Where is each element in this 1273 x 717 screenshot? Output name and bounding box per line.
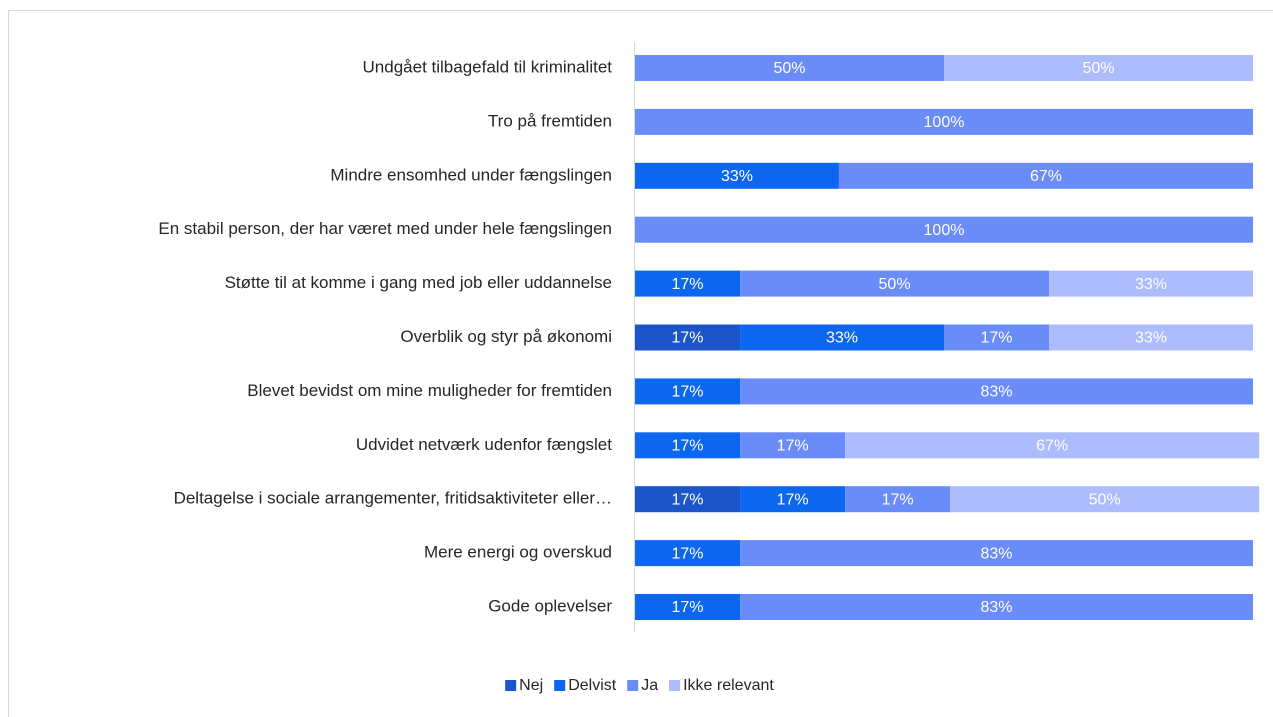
legend-label: Nej [519, 677, 543, 694]
data-label: 83% [981, 545, 1013, 562]
bar-segment [635, 486, 741, 513]
data-label: 50% [879, 276, 911, 293]
data-label: 83% [981, 599, 1013, 616]
bar-segment [635, 432, 741, 459]
bar-segment [1049, 270, 1253, 297]
legend-swatch [669, 680, 681, 691]
bar-segment [740, 324, 944, 351]
category-label: Blevet bevidst om mine muligheder for fr… [247, 381, 612, 400]
bar-segment [635, 594, 741, 620]
bar-segment [845, 432, 1260, 459]
data-label: 17% [672, 330, 704, 347]
legend-label: Delvist [568, 677, 617, 694]
data-label: 17% [882, 491, 914, 508]
legend-label: Ja [641, 677, 658, 694]
bar-segment [740, 486, 846, 513]
data-label: 33% [1135, 276, 1167, 293]
data-label: 50% [1082, 60, 1114, 77]
data-label: 17% [672, 276, 704, 293]
category-label: Tro på fremtiden [488, 111, 612, 130]
bar-segment [635, 216, 1253, 243]
data-label: 17% [672, 491, 704, 508]
category-label: Overblik og styr på økonomi [400, 327, 612, 346]
bar-segment [1049, 324, 1253, 351]
data-label: 17% [672, 599, 704, 616]
category-label: Deltagelse i sociale arrangementer, frit… [174, 489, 612, 508]
category-label: En stabil person, der har været med unde… [158, 219, 612, 238]
category-label: Mindre ensomhed under fængslingen [330, 165, 612, 184]
bar-segment [635, 378, 741, 405]
data-label: 17% [672, 545, 704, 562]
bar-segment [635, 324, 741, 351]
bar-segment [950, 486, 1260, 513]
bar-segment [740, 378, 1253, 405]
data-label: 50% [1089, 491, 1121, 508]
bar-segment [838, 162, 1253, 189]
data-label: 83% [981, 384, 1013, 401]
bar-segment [944, 324, 1050, 351]
bar-segment [740, 540, 1253, 567]
bar-segment [944, 55, 1253, 81]
category-label: Undgået tilbagefald til kriminalitet [363, 57, 613, 76]
bar-segment [635, 270, 741, 297]
data-label: 17% [981, 330, 1013, 347]
data-label: 50% [773, 60, 805, 77]
data-label: 17% [777, 491, 809, 508]
bar-segment [740, 432, 846, 459]
data-label: 67% [1030, 168, 1062, 185]
bar-segment [845, 486, 951, 513]
bar-segment [740, 270, 1050, 297]
data-label: 100% [924, 114, 965, 131]
category-label: Mere energi og overskud [424, 543, 612, 562]
bar-segment [635, 55, 944, 81]
data-label: 17% [672, 384, 704, 401]
legend-swatch [554, 680, 566, 691]
data-label: 17% [777, 438, 809, 455]
bar-segment [635, 540, 741, 567]
legend-swatch [627, 680, 639, 691]
bar-segment [635, 162, 839, 189]
bar-segment [740, 594, 1253, 620]
data-label: 33% [1135, 330, 1167, 347]
category-label: Støtte til at komme i gang med job eller… [225, 273, 612, 292]
data-label: 33% [826, 330, 858, 347]
bar-segment [635, 108, 1253, 135]
legend-label: Ikke relevant [683, 677, 774, 694]
category-label: Udvidet netværk udenfor fængslet [356, 435, 612, 454]
data-label: 67% [1036, 438, 1068, 455]
category-label: Gode oplevelser [488, 596, 612, 615]
data-label: 33% [721, 168, 753, 185]
data-label: 17% [672, 438, 704, 455]
legend-swatch [505, 680, 517, 691]
data-label: 100% [924, 222, 965, 239]
